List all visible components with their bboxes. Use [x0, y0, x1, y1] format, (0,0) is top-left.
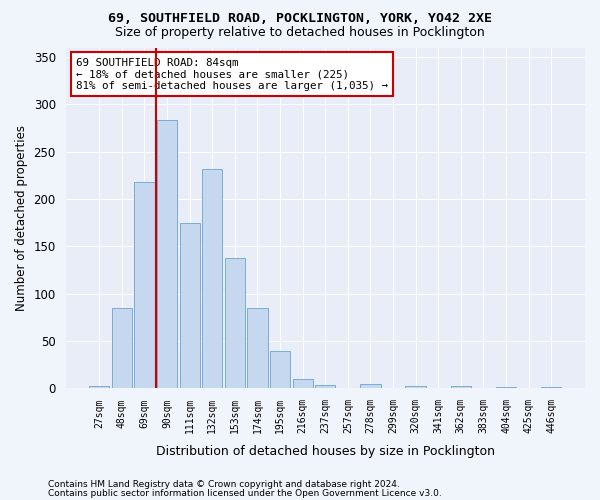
- Bar: [247, 308, 268, 388]
- Bar: [112, 308, 132, 388]
- Text: 69 SOUTHFIELD ROAD: 84sqm
← 18% of detached houses are smaller (225)
81% of semi: 69 SOUTHFIELD ROAD: 84sqm ← 18% of detac…: [76, 58, 388, 91]
- Y-axis label: Number of detached properties: Number of detached properties: [15, 125, 28, 311]
- Bar: [179, 222, 200, 388]
- Bar: [541, 386, 562, 388]
- Bar: [451, 386, 471, 388]
- Bar: [225, 258, 245, 388]
- Bar: [360, 384, 380, 388]
- Text: Size of property relative to detached houses in Pocklington: Size of property relative to detached ho…: [115, 26, 485, 39]
- Bar: [202, 168, 223, 388]
- Text: Contains public sector information licensed under the Open Government Licence v3: Contains public sector information licen…: [48, 488, 442, 498]
- X-axis label: Distribution of detached houses by size in Pocklington: Distribution of detached houses by size …: [156, 444, 495, 458]
- Bar: [293, 379, 313, 388]
- Bar: [134, 182, 155, 388]
- Text: 69, SOUTHFIELD ROAD, POCKLINGTON, YORK, YO42 2XE: 69, SOUTHFIELD ROAD, POCKLINGTON, YORK, …: [108, 12, 492, 26]
- Bar: [270, 350, 290, 389]
- Bar: [89, 386, 109, 388]
- Bar: [315, 384, 335, 388]
- Text: Contains HM Land Registry data © Crown copyright and database right 2024.: Contains HM Land Registry data © Crown c…: [48, 480, 400, 489]
- Bar: [406, 386, 426, 388]
- Bar: [157, 120, 177, 388]
